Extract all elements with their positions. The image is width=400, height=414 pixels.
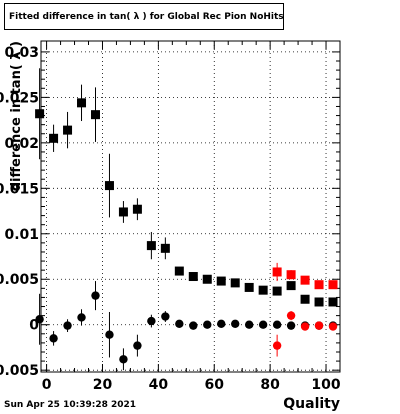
data-point-circle <box>286 311 296 320</box>
data-point-square <box>230 278 240 288</box>
data-point-circle <box>77 313 86 322</box>
data-point-square <box>328 280 338 290</box>
data-point-circle <box>328 322 338 331</box>
data-point-square <box>35 109 45 119</box>
x-tick-label: 40 <box>149 377 169 393</box>
data-point-circle <box>258 320 268 329</box>
y-tick-label: 0.015 <box>0 181 39 197</box>
data-point-square <box>77 98 87 108</box>
data-point-circle <box>35 315 44 324</box>
data-point-square <box>314 297 324 307</box>
data-point-circle <box>272 320 282 329</box>
data-point-square <box>272 267 282 277</box>
data-point-square <box>188 272 198 282</box>
data-point-square <box>328 297 338 307</box>
data-point-circle <box>272 341 282 350</box>
data-point-square <box>286 270 296 280</box>
data-point-square <box>63 125 73 135</box>
data-point-square <box>300 275 310 285</box>
data-point-circle <box>133 341 142 350</box>
data-point-circle <box>314 321 324 330</box>
data-point-circle <box>203 320 212 329</box>
data-point-circle <box>189 321 198 330</box>
data-point-square <box>104 181 114 191</box>
data-point-square <box>202 274 212 284</box>
data-point-square <box>132 204 142 214</box>
data-point-square <box>286 281 296 291</box>
y-tick-label: 0 <box>29 318 39 334</box>
timestamp: Sun Apr 25 10:39:28 2021 <box>4 400 137 410</box>
y-tick-label: 0.01 <box>4 227 39 243</box>
y-axis-title: difference in tan( λ ) <box>9 41 24 191</box>
x-tick-label: 100 <box>311 377 340 393</box>
x-axis-title: Quality <box>283 396 340 412</box>
chart-title: Fitted difference in tan( λ ) for Global… <box>9 12 284 22</box>
data-point-circle <box>147 316 156 326</box>
data-point-circle <box>244 320 254 329</box>
x-tick-label: 0 <box>42 377 52 393</box>
data-point-circle <box>286 321 296 330</box>
y-tick-label: 0.02 <box>4 136 39 152</box>
data-point-circle <box>105 330 114 339</box>
x-tick-label: 80 <box>260 377 280 393</box>
data-point-square <box>160 243 170 253</box>
data-point-circle <box>175 319 184 329</box>
data-point-circle <box>63 321 72 330</box>
x-tick-label: 60 <box>205 377 225 393</box>
data-point-square <box>49 133 59 143</box>
y-tick-label: 0.005 <box>0 272 39 288</box>
data-point-circle <box>119 355 128 364</box>
data-point-square <box>216 276 226 286</box>
data-point-square <box>118 207 128 217</box>
data-point-square <box>314 280 324 290</box>
data-point-circle <box>231 319 240 329</box>
plot-frame <box>40 40 341 373</box>
y-tick-label: 0.025 <box>0 90 39 106</box>
data-point-circle <box>300 322 310 331</box>
data-point-square <box>90 110 100 120</box>
chart-title-box: Fitted difference in tan( λ ) for Global… <box>4 3 284 30</box>
data-point-circle <box>217 319 226 329</box>
x-tick-label: 20 <box>93 377 113 393</box>
data-point-square <box>174 266 184 276</box>
data-point-circle <box>161 312 170 321</box>
data-point-circle <box>49 334 58 343</box>
data-point-square <box>300 294 310 304</box>
data-point-square <box>244 282 254 292</box>
data-point-square <box>272 286 282 296</box>
y-tick-label: -0.005 <box>0 363 39 379</box>
data-point-circle <box>91 291 100 300</box>
data-point-square <box>146 241 156 251</box>
data-point-square <box>258 285 268 295</box>
y-tick-label: 0.03 <box>4 45 39 61</box>
